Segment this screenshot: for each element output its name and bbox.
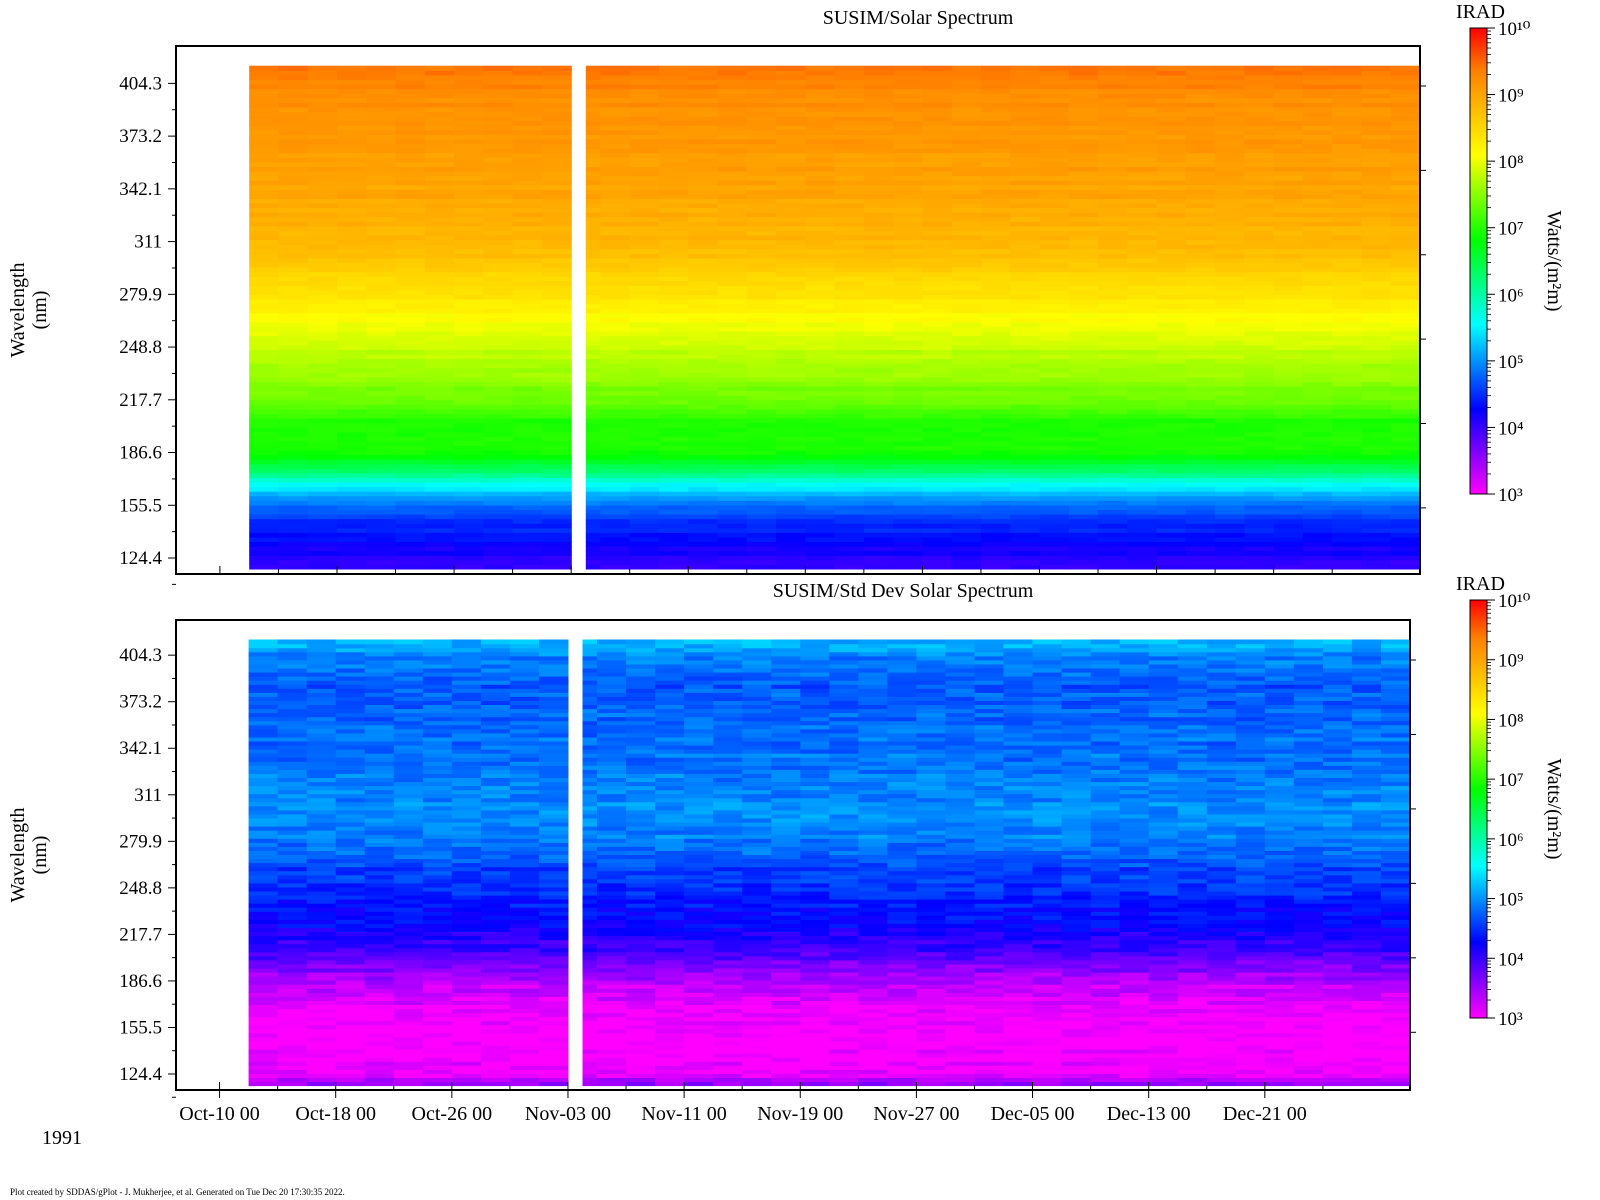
colorbar-tick-label: 10⁴ [1498, 418, 1524, 439]
y-tick-label: 155.5 [119, 495, 162, 516]
y-tick-label: 124.4 [119, 1064, 162, 1085]
y-axis: 404.3 373.2 342.1 311 279.9 248.8 217.7 186.6 15… [119, 73, 1426, 585]
panel-title: SUSIM/Std Dev Solar Spectrum [773, 580, 1034, 602]
x-tick-label: Dec-13 00 [1107, 1103, 1191, 1125]
y-axis: 404.3 373.2 342.1 311 279.9 248.8 217.7 186.6 15… [119, 645, 1416, 1098]
x-tick-label: Oct-18 00 [295, 1103, 376, 1125]
y-tick-label: 373.2 [119, 692, 162, 713]
colorbar-tick-label: 10⁴ [1498, 949, 1524, 970]
colorbar-tick-label: 10⁸ [1498, 152, 1524, 173]
colorbar-tick-label: 10⁹ [1498, 86, 1524, 107]
colorbar-label: IRAD [1456, 1, 1505, 23]
colorbar-tick-label: 10¹⁰ [1498, 19, 1531, 40]
colorbar-label: IRAD [1456, 573, 1505, 595]
x-axis: Oct-10 00 Oct-18 00 Oct-26 00 Nov-03 00 Nov-… [179, 1082, 1324, 1125]
colorbar-tick-label: 10⁹ [1498, 651, 1524, 672]
x-tick-label: Nov-03 00 [525, 1103, 611, 1125]
colorbar-unit: Watts/(m²m) [1543, 758, 1565, 859]
colorbar-tick-label: 10³ [1498, 1009, 1523, 1030]
colorbar-tick-label: 10³ [1498, 485, 1523, 506]
x-tick-label: Dec-05 00 [991, 1103, 1075, 1125]
y-tick-label: 311 [134, 232, 162, 253]
colorbar-tick-label: 10¹⁰ [1498, 591, 1531, 612]
colorbar-tick-label: 10⁶ [1498, 285, 1524, 306]
y-tick-label: 342.1 [119, 179, 162, 200]
plot-frame [175, 45, 1421, 575]
y-tick-label: 248.8 [119, 878, 162, 899]
y-tick-label: 186.6 [119, 443, 162, 464]
colorbar-tick-label: 10⁶ [1498, 830, 1524, 851]
y-tick-label: 342.1 [119, 738, 162, 759]
y-tick-label: 404.3 [119, 645, 162, 666]
y-tick-label: 311 [134, 785, 162, 806]
y-tick-label: 217.7 [119, 390, 162, 411]
x-axis [219, 566, 1333, 574]
x-tick-label: Oct-10 00 [179, 1103, 260, 1125]
colorbar-tick-label: 10⁵ [1498, 352, 1524, 373]
year-label: 1991 [42, 1127, 82, 1149]
colorbar-tick-label: 10⁷ [1498, 219, 1524, 240]
y-tick-label: 124.4 [119, 548, 162, 569]
y-axis-unit: (nm) [29, 291, 51, 330]
colorbar-tick-label: 10⁸ [1498, 710, 1524, 731]
heatmap-cells [249, 65, 1421, 570]
std-dev-spectrum-panel: SUSIM/Std Dev Solar Spectrum 404.3 373.2 34… [7, 573, 1565, 1125]
y-axis-unit: (nm) [29, 836, 51, 875]
panel-title: SUSIM/Solar Spectrum [823, 7, 1014, 29]
y-axis-label: Wavelength [7, 807, 29, 902]
x-tick-label: Oct-26 00 [412, 1103, 493, 1125]
y-tick-label: 155.5 [119, 1017, 162, 1038]
heatmap-cells [248, 639, 1411, 1087]
x-tick-label: Dec-21 00 [1223, 1103, 1307, 1125]
credit-line: Plot created by SDDAS/gPlot - J. Mukherj… [10, 1187, 345, 1197]
y-tick-label: 279.9 [119, 831, 162, 852]
x-tick-label: Nov-11 00 [641, 1103, 726, 1125]
y-tick-label: 404.3 [119, 73, 162, 94]
y-axis-label: Wavelength [7, 262, 29, 357]
plot-frame [175, 619, 1411, 1091]
y-tick-label: 217.7 [119, 924, 162, 945]
y-tick-label: 279.9 [119, 284, 162, 305]
y-tick-label: 186.6 [119, 971, 162, 992]
solar-spectrum-panel: SUSIM/Solar Spectrum 404.3 373.2 342.1 311 27… [7, 1, 1565, 585]
colorbar-tick-label: 10⁵ [1498, 890, 1524, 911]
colorbar-unit: Watts/(m²m) [1543, 210, 1565, 311]
y-tick-label: 373.2 [119, 126, 162, 147]
x-tick-label: Nov-27 00 [873, 1103, 959, 1125]
x-tick-label: Nov-19 00 [757, 1103, 843, 1125]
y-tick-label: 248.8 [119, 337, 162, 358]
colorbar-tick-label: 10⁷ [1498, 770, 1524, 791]
